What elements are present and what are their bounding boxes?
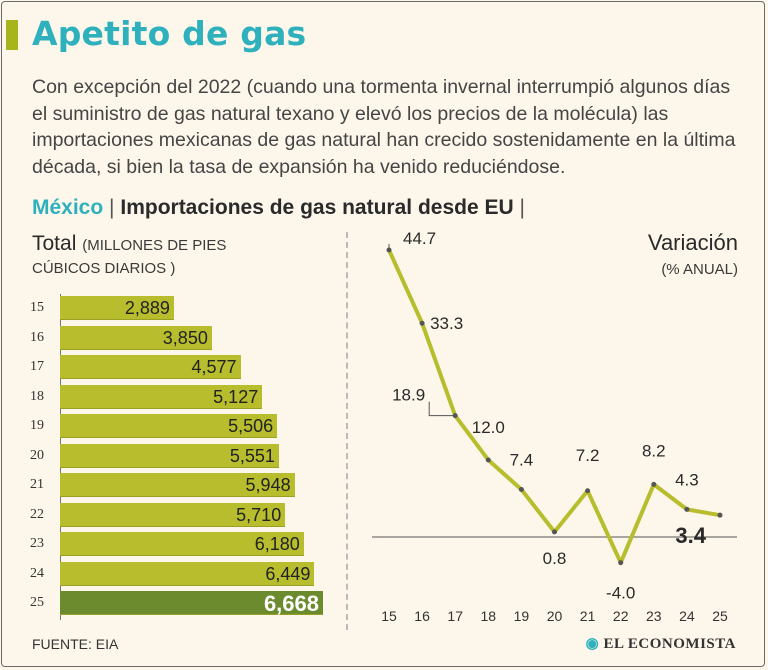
description-text: Con excepción del 2022 (cuando una torme…: [32, 76, 736, 178]
brand-icon: ◉: [585, 636, 600, 652]
bar-year-label: 17: [30, 359, 44, 374]
bar-year-label: 23: [30, 536, 44, 551]
bar-year-label: 22: [30, 506, 44, 522]
bar-year-label: 16: [30, 329, 44, 345]
bar-value-label: 5,506: [228, 416, 274, 436]
bar: 5,506: [60, 414, 278, 438]
bar-year-label: 20: [30, 447, 44, 463]
bar-year-label: 24: [30, 565, 44, 581]
bar-value-label: 6,449: [265, 563, 311, 584]
panel-divider: [346, 232, 348, 630]
page-title: Apetito de gas: [32, 14, 307, 53]
variation-panel-unit: (% ANUAL): [661, 261, 738, 278]
total-panel-label: Total (MILLONES DE PIES: [32, 232, 226, 256]
bar: 6,668: [60, 591, 323, 616]
bar: 5,551: [60, 443, 279, 468]
title-accent-bar: [6, 20, 18, 50]
bar: 4,577: [60, 355, 241, 379]
total-label-text: Total: [32, 232, 77, 255]
subhead-separator-end: |: [519, 196, 525, 219]
bar-value-label: 2,889: [124, 298, 170, 318]
source-note: FUENTE: EIA: [32, 636, 119, 652]
total-unit-line1: (MILLONES DE PIES: [82, 237, 227, 254]
subhead-country: México: [32, 196, 104, 219]
bar-value-label: 5,127: [213, 386, 259, 407]
brand-logo: ◉ EL ECONOMISTA: [586, 634, 736, 653]
bar-year-label: 15: [30, 300, 44, 315]
bar: 6,449: [60, 561, 315, 586]
bar-value-label: 5,710: [236, 504, 282, 525]
brand-name: EL ECONOMISTA: [603, 636, 736, 652]
bar: 5,127: [60, 384, 263, 409]
chart-subhead: México | Importaciones de gas natural de…: [32, 196, 525, 220]
bar-value-label: 4,577: [191, 357, 237, 377]
bar: 2,889: [60, 296, 174, 320]
bar-year-label: 19: [30, 418, 44, 433]
bar: 6,180: [60, 532, 304, 556]
bar-year-label: 25: [30, 595, 44, 610]
bar-value-label: 5,948: [245, 475, 291, 495]
bar: 5,948: [60, 473, 295, 497]
bar-value-label: 5,551: [229, 445, 275, 466]
bar-year-label: 18: [30, 388, 44, 404]
variation-panel-label: Variación: [647, 230, 738, 255]
bar-value-label: 6,180: [254, 534, 300, 554]
bar: 3,850: [60, 325, 212, 350]
bar: 5,710: [60, 502, 286, 527]
bar-year-label: 21: [30, 477, 44, 492]
total-unit-line2: CÚBICOS DIARIOS ): [32, 260, 176, 277]
subhead-chart-title: Importaciones de gas natural desde EU: [120, 196, 514, 219]
bar-value-label: 6,668: [263, 591, 319, 616]
subhead-separator: |: [109, 196, 115, 219]
bar-value-label: 3,850: [162, 327, 208, 348]
